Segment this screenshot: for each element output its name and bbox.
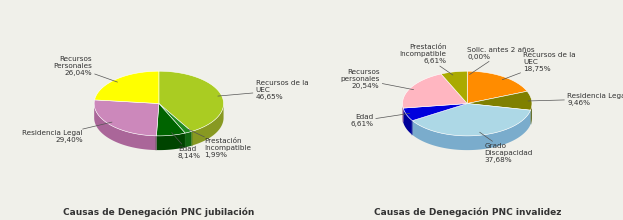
Text: Recursos de la
UEC
18,75%: Recursos de la UEC 18,75%	[502, 52, 576, 80]
Text: Prestación
Incompatible
6,61%: Prestación Incompatible 6,61%	[399, 44, 453, 75]
Text: Prestación
Incompatible
1,99%: Prestación Incompatible 1,99%	[188, 129, 252, 158]
Text: Residencia Legal
9,46%: Residencia Legal 9,46%	[528, 92, 623, 106]
Text: Residencia Legal
29,40%: Residencia Legal 29,40%	[22, 122, 112, 143]
Polygon shape	[156, 104, 185, 136]
Polygon shape	[531, 104, 532, 125]
Polygon shape	[412, 110, 531, 150]
Polygon shape	[94, 100, 159, 136]
Text: Edad
6,61%: Edad 6,61%	[350, 113, 410, 127]
Polygon shape	[403, 104, 467, 121]
Text: Causas de Denegación PNC jubilación: Causas de Denegación PNC jubilación	[63, 207, 255, 217]
Text: Edad
8,14%: Edad 8,14%	[172, 133, 201, 159]
Polygon shape	[403, 108, 412, 135]
Text: Causas de Denegación PNC invalidez: Causas de Denegación PNC invalidez	[374, 207, 561, 217]
Polygon shape	[159, 104, 191, 133]
Polygon shape	[191, 104, 224, 146]
Polygon shape	[467, 91, 532, 110]
Text: Grado
Discapacidad
37,68%: Grado Discapacidad 37,68%	[480, 132, 533, 163]
Polygon shape	[412, 104, 531, 136]
Text: Recursos
Personales
26,04%: Recursos Personales 26,04%	[53, 56, 118, 82]
Polygon shape	[159, 71, 224, 131]
Polygon shape	[94, 104, 156, 150]
Polygon shape	[467, 71, 527, 104]
Polygon shape	[402, 104, 403, 122]
Polygon shape	[185, 131, 191, 147]
Polygon shape	[402, 74, 467, 108]
Polygon shape	[156, 133, 185, 150]
Text: Recursos
personales
20,54%: Recursos personales 20,54%	[340, 69, 414, 90]
Text: Solic. antes 2 años
0,00%: Solic. antes 2 años 0,00%	[467, 47, 535, 75]
Polygon shape	[441, 71, 467, 104]
Text: Recursos de la
UEC
46,65%: Recursos de la UEC 46,65%	[218, 80, 308, 100]
Polygon shape	[95, 71, 159, 104]
